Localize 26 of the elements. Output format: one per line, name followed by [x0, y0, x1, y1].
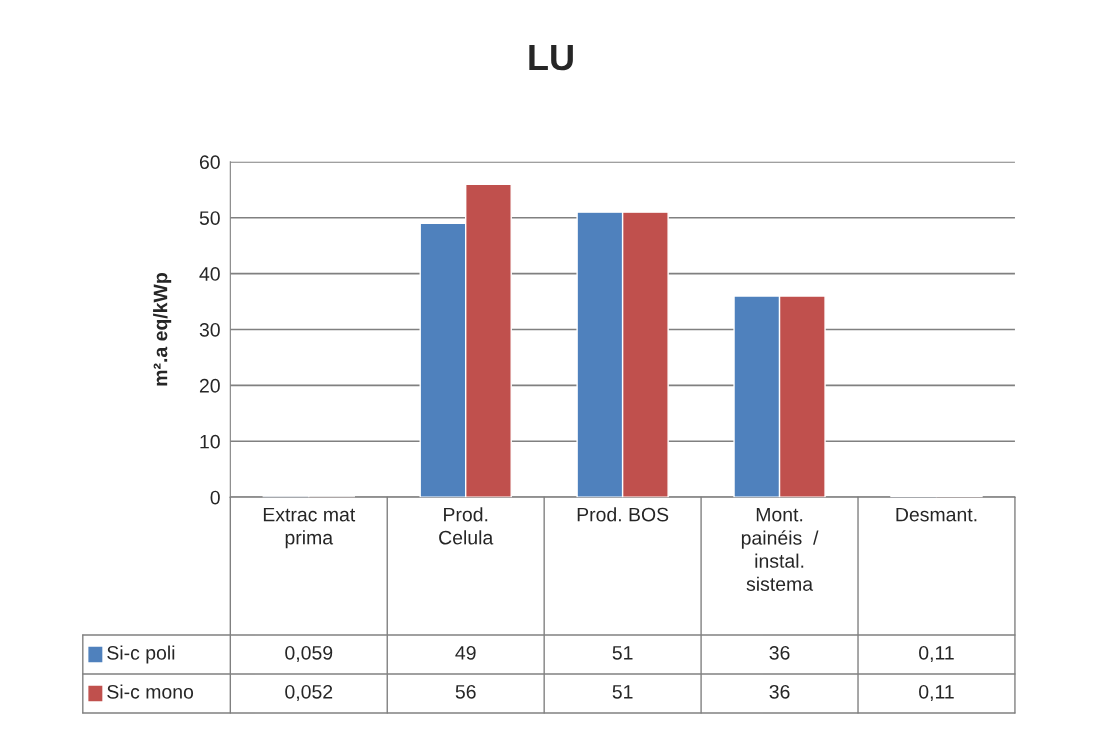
x-tick-label: Prod. Celula — [439, 507, 494, 545]
y-tick-label: 60 — [199, 155, 220, 170]
data-label: 49 — [455, 645, 476, 660]
y-tick-label: 50 — [199, 211, 220, 225]
y-tick-label: 20 — [199, 378, 220, 393]
legend-label: Si-c mono — [107, 684, 194, 699]
data-label: 36 — [769, 645, 790, 660]
data-label: 0,11 — [919, 645, 954, 663]
y-tick-label: 10 — [200, 434, 220, 449]
data-label: 36 — [769, 684, 790, 699]
y-axis-title: m².a eq/kWp — [153, 273, 172, 386]
legend-label: Si-c poli — [107, 645, 175, 664]
x-tick-label: Desmant. — [896, 507, 977, 522]
chart-title: LU — [529, 45, 573, 71]
y-tick-label: 40 — [199, 267, 220, 281]
y-tick-label: 30 — [199, 322, 220, 337]
data-label: 51 — [612, 646, 633, 660]
data-label: 51 — [612, 685, 633, 699]
data-label: 56 — [455, 684, 476, 699]
x-tick-label: Extrac mat prima — [263, 507, 356, 549]
data-label: 0,052 — [285, 684, 333, 701]
y-tick-label: 0 — [210, 490, 220, 505]
x-tick-label: Mont. painéis / instal. sistema — [741, 507, 819, 591]
data-label: 0,11 — [919, 684, 954, 701]
x-tick-label: Prod. BOS — [577, 507, 669, 522]
data-label: 0,059 — [285, 645, 333, 663]
